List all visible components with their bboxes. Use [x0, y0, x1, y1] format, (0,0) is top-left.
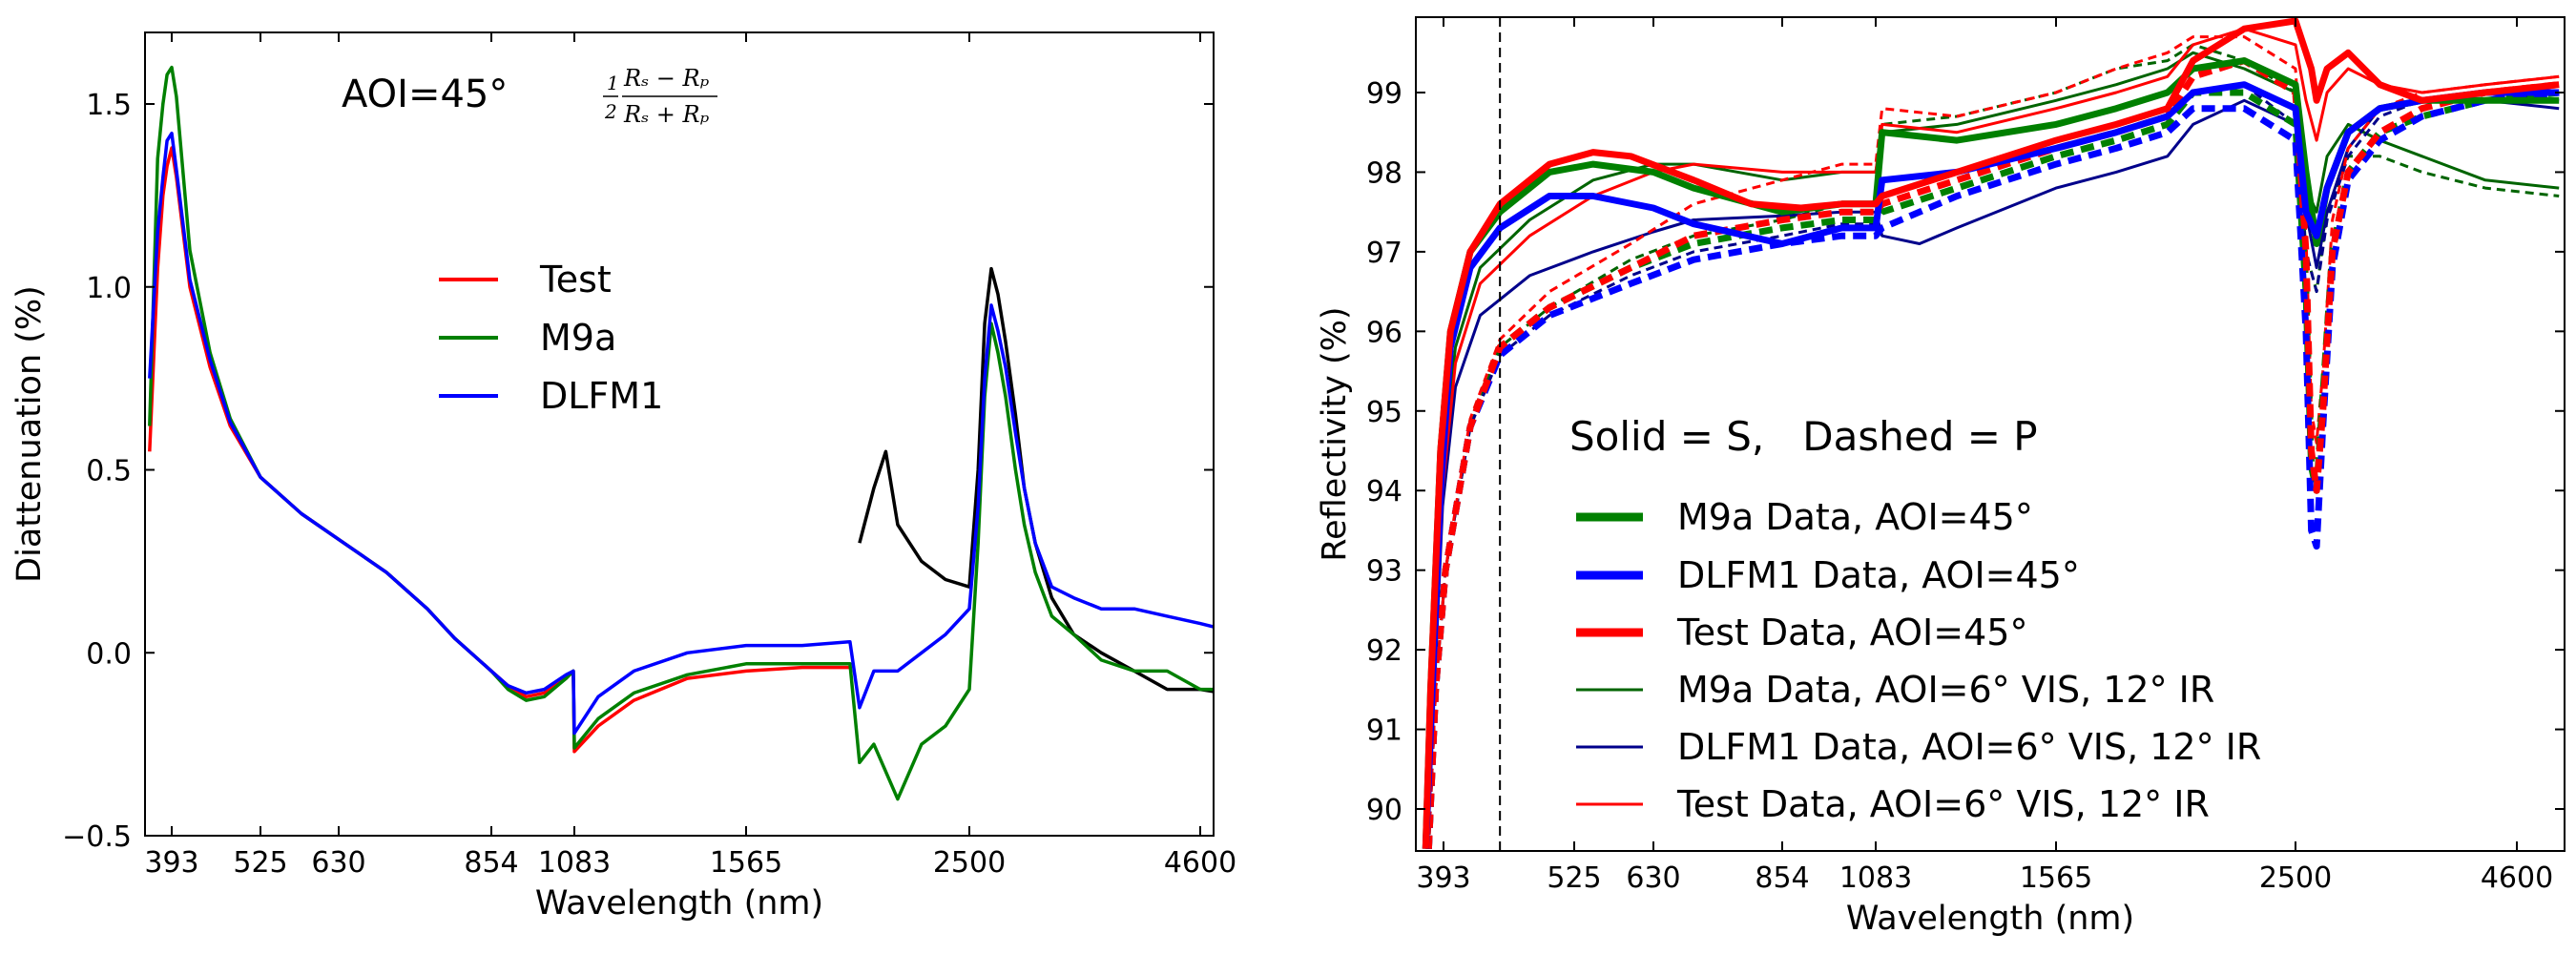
reflectivity-x-tick-label: 4600: [2481, 861, 2553, 895]
reflectivity-y-tick-label: 93: [1366, 555, 1402, 589]
reflectivity-line-test-ir-p: [1426, 35, 2560, 849]
reflectivity-y-tick-label: 99: [1366, 77, 1402, 111]
legend-dlfm1-ir-label: DLFM1 Data, AOI=6° VIS, 12° IR: [1677, 726, 2261, 768]
legend-dlfm1-45-label: DLFM1 Data, AOI=45°: [1677, 554, 2080, 596]
reflectivity-line-test-ir-s: [1425, 27, 2560, 849]
reflectivity-line-test-45-s: [1422, 17, 2560, 849]
reflectivity-x-ticks: 393 525 630 854 1083 1565 2500 4600: [1416, 17, 2553, 895]
diattenuation-line-measured: [858, 266, 1214, 694]
diattenuation-legend: Test M9a DLFM1: [439, 259, 663, 417]
reflectivity-y-ticks: 90 91 92 93 94 95 96 97 98 99: [1366, 77, 2565, 827]
formula-numerator: Rₛ − Rₚ: [623, 65, 710, 92]
diattenuation-line-dlfm1: [148, 131, 1214, 736]
reflectivity-y-tick-label: 90: [1366, 794, 1402, 827]
reflectivity-x-tick-label: 393: [1416, 861, 1470, 895]
diattenuation-line-test: [148, 146, 850, 754]
legend-m9a-ir-label: M9a Data, AOI=6° VIS, 12° IR: [1677, 669, 2214, 711]
diattenuation-y-tick-label: 0.5: [86, 455, 132, 488]
diattenuation-x-tick-label: 1565: [710, 846, 782, 880]
reflectivity-line-dlfm1-ir-s: [1425, 98, 2560, 849]
diattenuation-plot-frame: [144, 31, 1215, 837]
reflectivity-y-tick-label: 96: [1366, 316, 1402, 349]
diattenuation-x-tick-label: 630: [311, 846, 365, 880]
diattenuation-chart: 393 525 630 854 1083 1565 2500 4600 −0.5 0.0 0.5 1…: [10, 31, 1236, 923]
diattenuation-series-group: [148, 65, 1214, 801]
formula-half-numerator: 1: [607, 72, 619, 94]
reflectivity-y-tick-label: 97: [1366, 237, 1402, 270]
diattenuation-formula: 1 2 Rₛ − Rₚ Rₛ + Rₚ: [603, 65, 717, 128]
reflectivity-series-group: [1422, 17, 2560, 849]
legend-m9a-45-label: M9a Data, AOI=45°: [1677, 496, 2033, 538]
diattenuation-y-tick-label: −0.5: [62, 820, 132, 854]
diattenuation-x-tick-label: 854: [464, 846, 518, 880]
diattenuation-y-tick-label: 1.5: [86, 89, 132, 122]
diattenuation-x-axis-label: Wavelength (nm): [535, 884, 823, 923]
reflectivity-y-tick-label: 91: [1366, 715, 1402, 748]
formula-denominator: Rₛ + Rₚ: [623, 101, 710, 128]
diattenuation-x-tick-label: 1083: [538, 846, 611, 880]
reflectivity-x-tick-label: 525: [1547, 861, 1601, 895]
diattenuation-y-tick-label: 0.0: [86, 637, 132, 671]
reflectivity-y-tick-label: 94: [1366, 475, 1402, 508]
legend-test-45-label: Test Data, AOI=45°: [1676, 612, 2027, 653]
reflectivity-legend: M9a Data, AOI=45° DLFM1 Data, AOI=45° Te…: [1576, 496, 2261, 825]
legend-test-label: Test: [539, 259, 612, 301]
reflectivity-y-tick-label: 95: [1366, 396, 1402, 429]
solid-dashed-note: Solid = S, Dashed = P: [1569, 413, 2038, 460]
aoi-annotation: AOI=45°: [342, 73, 508, 116]
reflectivity-line-m9a-ir-s: [1424, 51, 2560, 849]
diattenuation-x-tick-label: 393: [144, 846, 198, 880]
reflectivity-x-axis-label: Wavelength (nm): [1846, 900, 2134, 938]
diattenuation-x-ticks: 393 525 630 854 1083 1565 2500 4600: [144, 32, 1236, 880]
reflectivity-x-tick-label: 1565: [2020, 861, 2092, 895]
reflectivity-line-test-45-p: [1424, 57, 2560, 849]
reflectivity-chart: 393 525 630 854 1083 1565 2500 4600 90919293949…: [1316, 16, 2566, 938]
diattenuation-y-axis-label: Diattenuation (%): [10, 285, 49, 583]
reflectivity-y-tick-label: 92: [1366, 634, 1402, 668]
legend-m9a-label: M9a: [540, 317, 616, 359]
reflectivity-y-axis-label: Reflectivity (%): [1316, 306, 1354, 561]
diattenuation-x-tick-label: 4600: [1164, 846, 1236, 880]
reflectivity-line-dlfm1-ir-p: [1426, 83, 2560, 849]
legend-test-ir-label: Test Data, AOI=6° VIS, 12° IR: [1676, 783, 2210, 825]
diattenuation-x-tick-label: 525: [233, 846, 287, 880]
reflectivity-x-tick-label: 2500: [2259, 861, 2332, 895]
legend-dlfm1-label: DLFM1: [540, 375, 663, 417]
reflectivity-y-tick-label: 98: [1366, 156, 1402, 190]
reflectivity-plot-frame: [1415, 16, 2566, 852]
reflectivity-x-tick-label: 854: [1755, 861, 1809, 895]
diattenuation-y-tick-label: 1.0: [86, 272, 132, 305]
diattenuation-line-m9a: [148, 65, 1214, 801]
reflectivity-x-tick-label: 630: [1626, 861, 1680, 895]
reflectivity-x-tick-label: 1083: [1839, 861, 1912, 895]
diattenuation-y-ticks: −0.5 0.0 0.5 1.0 1.5: [62, 89, 1214, 854]
formula-half-denominator: 2: [604, 100, 617, 123]
diattenuation-x-tick-label: 2500: [933, 846, 1006, 880]
